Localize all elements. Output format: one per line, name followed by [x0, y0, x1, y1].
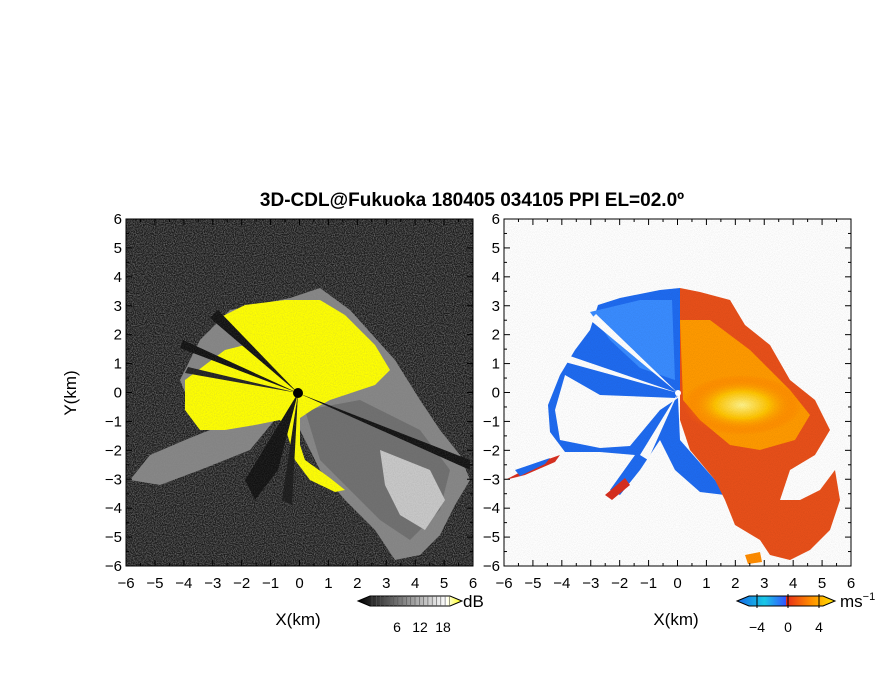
velocity-colorbar-unit: ms−1	[840, 591, 875, 611]
radar-site-marker	[293, 388, 303, 398]
velocity-colorbar-tick-minus4: −4	[749, 619, 765, 635]
reflectivity-colorbar-tick-12: 12	[412, 619, 428, 635]
reflectivity-panel	[125, 218, 474, 567]
velocity-site-marker	[675, 390, 681, 396]
reflectivity-y-tick-label: −1	[105, 413, 122, 430]
velocity-x-tick-label: −3	[582, 575, 599, 592]
velocity-y-tick-label: 2	[492, 327, 500, 344]
reflectivity-x-tick-label: 5	[440, 575, 448, 592]
reflectivity-x-tick-label: −1	[262, 575, 279, 592]
velocity-x-tick-label: −4	[553, 575, 570, 592]
reflectivity-x-tick-label: −2	[233, 575, 250, 592]
reflectivity-colorbar: 6 12 18 dB	[356, 592, 484, 635]
velocity-y-tick-label: −1	[483, 413, 500, 430]
velocity-x-tick-label: 5	[818, 575, 826, 592]
velocity-colorbar-unit-exponent: −1	[863, 591, 876, 603]
velocity-x-tick-label: 4	[789, 575, 797, 592]
velocity-colorbar-tick-4: 4	[815, 619, 823, 635]
reflectivity-x-tick-label: 1	[324, 575, 332, 592]
velocity-x-tick-label: 1	[702, 575, 710, 592]
reflectivity-y-tick-label: 3	[114, 298, 122, 315]
velocity-x-tick-label: −6	[495, 575, 512, 592]
reflectivity-y-tick-label: 5	[114, 240, 122, 257]
velocity-y-tick-label: 1	[492, 356, 500, 373]
velocity-colorbar-bar	[735, 595, 837, 607]
reflectivity-x-tick-label: 2	[353, 575, 361, 592]
velocity-y-tick-label: −4	[483, 500, 500, 517]
reflectivity-axes: −6 −5 −4 −3 −2 −1 0 1 2 3 4 5 6 6 5 4 3 2 1 0 −1 −2 −3 −4 −5 −6	[105, 211, 477, 592]
velocity-colorbar-tick-0: 0	[784, 619, 792, 635]
reflectivity-x-tick-label: 6	[469, 575, 477, 592]
figure-title: 3D-CDL@Fukuoka 180405 034105 PPI EL=02.0…	[260, 190, 684, 211]
velocity-y-tick-label: 0	[492, 385, 500, 402]
velocity-y-tick-label: 3	[492, 298, 500, 315]
velocity-x-tick-label: −5	[524, 575, 541, 592]
reflectivity-y-tick-label: 2	[114, 327, 122, 344]
reflectivity-y-tick-label: −6	[105, 558, 122, 575]
velocity-y-tick-label: 4	[492, 269, 500, 286]
reflectivity-x-axis-label: X(km)	[275, 610, 320, 629]
reflectivity-colorbar-bar	[356, 595, 464, 607]
velocity-axes: −6 −5 −4 −3 −2 −1 0 1 2 3 4 5 6 6 5 4 3 2 1 0 −1 −2 −3 −4 −5 −6	[483, 211, 855, 592]
reflectivity-x-tick-label: −4	[175, 575, 192, 592]
velocity-x-tick-label: 6	[847, 575, 855, 592]
reflectivity-y-tick-label: −4	[105, 500, 122, 517]
velocity-x-tick-label: 3	[760, 575, 768, 592]
reflectivity-x-tick-label: −6	[117, 575, 134, 592]
reflectivity-y-tick-label: −2	[105, 442, 122, 459]
reflectivity-y-axis-label: Y(km)	[61, 370, 80, 415]
velocity-y-tick-label: −5	[483, 529, 500, 546]
velocity-colorbar-ticks	[756, 594, 820, 608]
velocity-x-tick-label: −1	[640, 575, 657, 592]
reflectivity-y-tick-label: −3	[105, 471, 122, 488]
reflectivity-x-tick-label: −5	[146, 575, 163, 592]
reflectivity-y-tick-label: 4	[114, 269, 122, 286]
reflectivity-colorbar-tick-18: 18	[435, 619, 451, 635]
reflectivity-colorbar-tick-6: 6	[393, 619, 401, 635]
reflectivity-x-tick-label: 3	[382, 575, 390, 592]
velocity-x-tick-label: 2	[731, 575, 739, 592]
velocity-colorbar: −4 0 4 ms−1	[735, 591, 875, 635]
velocity-y-tick-label: −6	[483, 558, 500, 575]
velocity-y-tick-label: 5	[492, 240, 500, 257]
velocity-x-tick-label: −2	[611, 575, 628, 592]
reflectivity-y-tick-label: 0	[114, 385, 122, 402]
velocity-y-tick-label: −2	[483, 442, 500, 459]
velocity-x-tick-label: 0	[673, 575, 681, 592]
reflectivity-colorbar-unit: dB	[463, 592, 484, 611]
reflectivity-y-tick-label: −5	[105, 529, 122, 546]
reflectivity-colorbar-ticks	[371, 596, 450, 606]
reflectivity-x-tick-label: 4	[411, 575, 419, 592]
velocity-y-tick-label: 6	[492, 211, 500, 228]
velocity-y-tick-label: −3	[483, 471, 500, 488]
velocity-panel	[503, 218, 852, 567]
reflectivity-x-tick-label: 0	[295, 575, 303, 592]
reflectivity-x-tick-label: −3	[204, 575, 221, 592]
reflectivity-y-tick-label: 6	[114, 211, 122, 228]
velocity-colorbar-unit-base: ms	[840, 592, 863, 611]
reflectivity-y-tick-label: 1	[114, 356, 122, 373]
velocity-x-axis-label: X(km)	[653, 610, 698, 629]
